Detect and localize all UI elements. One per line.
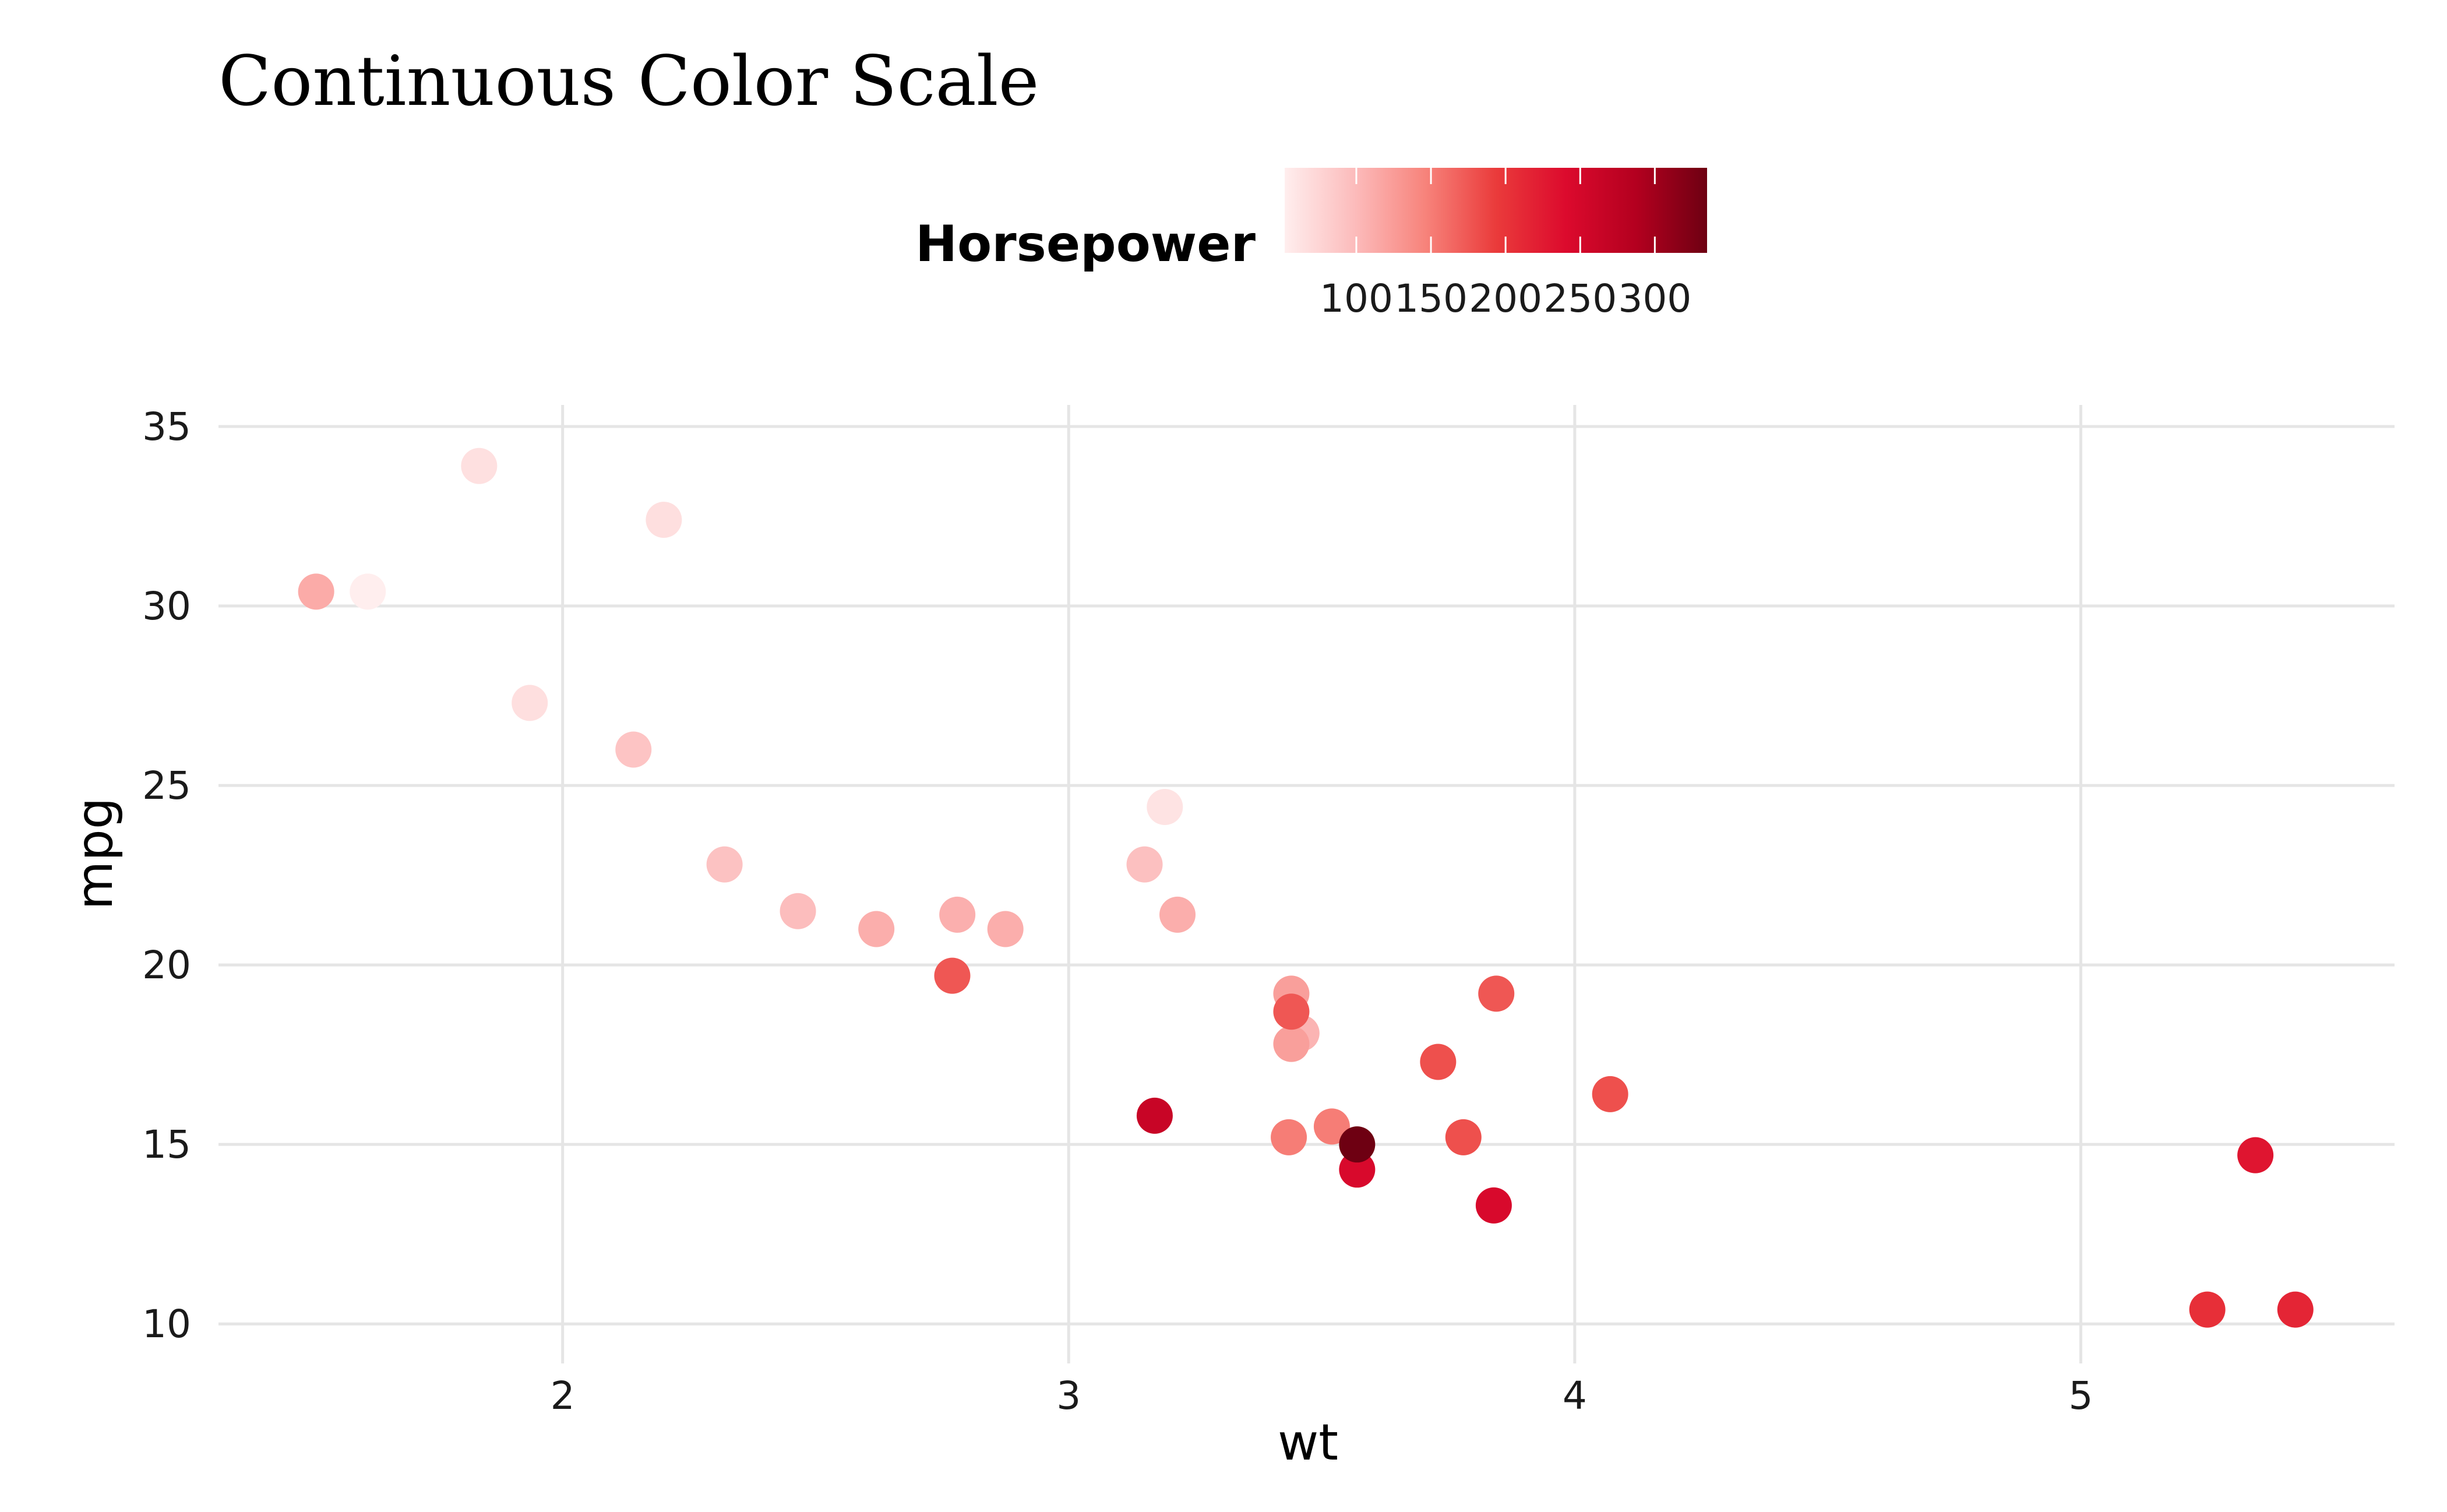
y-axis-ticks: 10 15 20 25 30 35 <box>142 404 191 1347</box>
y-tick-label: 15 <box>142 1122 191 1167</box>
grid <box>218 405 2395 1363</box>
legend-tick-label: 150 <box>1394 276 1468 321</box>
scatter-point <box>987 911 1024 947</box>
scatter-point <box>1273 1025 1310 1062</box>
scatter-point <box>1147 789 1183 826</box>
scatter-point <box>350 573 386 610</box>
scatter-point <box>1420 1044 1457 1080</box>
scatter-point <box>461 447 498 484</box>
scatter-point <box>1339 1126 1376 1163</box>
scatter-point <box>939 896 976 933</box>
scatter-point <box>2237 1137 2274 1173</box>
color-legend: Horsepower 100 150 200 250 300 <box>915 168 1707 321</box>
scatter-point <box>1313 1108 1350 1145</box>
y-tick-label: 35 <box>142 404 191 449</box>
legend-tick-label: 300 <box>1618 276 1691 321</box>
x-tick-label: 5 <box>2068 1373 2093 1418</box>
x-axis-title: wt <box>1278 1414 1338 1472</box>
scatter-point <box>1592 1076 1628 1112</box>
scatter-point <box>1126 846 1163 883</box>
y-tick-label: 25 <box>142 763 191 808</box>
y-tick-label: 10 <box>142 1302 191 1347</box>
y-tick-label: 20 <box>142 943 191 988</box>
scatter-point <box>1159 896 1196 933</box>
scatter-point <box>1271 1119 1307 1155</box>
scatter-point <box>934 957 971 994</box>
scatter-point <box>1339 1151 1376 1188</box>
x-tick-label: 4 <box>1563 1373 1587 1418</box>
scatter-point <box>615 731 652 768</box>
data-points <box>298 447 2314 1328</box>
scatter-point <box>1136 1097 1173 1134</box>
x-tick-label: 2 <box>551 1373 575 1418</box>
scatter-point <box>1475 1187 1512 1224</box>
scatter-point <box>1273 993 1310 1030</box>
legend-tick-label: 200 <box>1469 276 1542 321</box>
x-tick-label: 3 <box>1056 1373 1081 1418</box>
scatter-point <box>858 911 895 947</box>
y-tick-label: 30 <box>142 584 191 629</box>
scatter-point <box>1445 1119 1482 1155</box>
legend-tick-label: 250 <box>1543 276 1617 321</box>
chart-title: Continuous Color Scale <box>218 41 1039 121</box>
scatter-point <box>2189 1291 2226 1328</box>
legend-tick-label: 100 <box>1320 276 1393 321</box>
x-axis-ticks: 2 3 4 5 <box>551 1373 2093 1418</box>
scatter-point <box>706 846 743 883</box>
scatter-point <box>2277 1291 2314 1328</box>
y-axis-title: mpg <box>66 798 124 910</box>
legend-colorbar <box>1285 168 1707 253</box>
scatter-point <box>780 893 816 929</box>
scatter-point <box>298 573 334 610</box>
legend-title: Horsepower <box>915 215 1256 273</box>
scatter-point <box>646 502 682 538</box>
scatter-point <box>512 685 548 721</box>
scatter-point <box>1478 975 1515 1012</box>
